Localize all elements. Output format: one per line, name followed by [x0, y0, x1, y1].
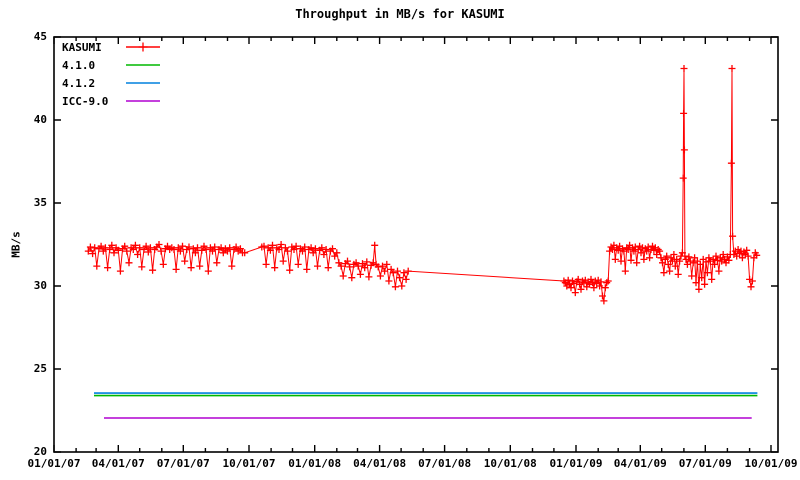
x-tick-label: 04/01/09: [613, 457, 667, 470]
legend-label: ICC-9.0: [62, 94, 109, 108]
legend: KASUMI 4.1.0 4.1.2 ICC-9.0: [62, 38, 162, 110]
y-tick-label: 30: [33, 279, 47, 292]
series-markers-kasumi: [84, 65, 761, 305]
x-tick-label: 07/01/07: [156, 457, 210, 470]
x-tick-label: 01/01/07: [27, 457, 81, 470]
y-tick-label: 35: [33, 196, 47, 209]
x-tick-label: 04/01/08: [353, 457, 407, 470]
chart-title: Throughput in MB/s for KASUMI: [295, 7, 505, 21]
legend-entry-4-1-2: 4.1.2: [62, 74, 162, 92]
x-tick-label: 10/01/09: [744, 457, 798, 470]
legend-entry-icc-9-0: ICC-9.0: [62, 92, 162, 110]
legend-line-sample: [126, 82, 160, 84]
series-line-kasumi: [87, 68, 758, 302]
plot-frame: [53, 36, 779, 453]
legend-line-sample: [126, 100, 160, 102]
x-tick-label: 10/01/08: [483, 457, 537, 470]
legend-line-sample: [126, 42, 160, 52]
y-tick-label: 25: [33, 362, 47, 375]
y-tick-label: 20: [33, 445, 47, 458]
x-tick-label: 01/01/09: [549, 457, 603, 470]
x-tick-label: 10/01/07: [222, 457, 276, 470]
x-tick-label: 01/01/08: [288, 457, 342, 470]
x-tick-label: 07/01/09: [678, 457, 732, 470]
y-tick-label: 45: [33, 30, 47, 43]
y-tick-label: 40: [33, 113, 47, 126]
legend-label: 4.1.0: [62, 58, 96, 72]
legend-label: 4.1.2: [62, 76, 96, 90]
x-tick-label: 04/01/07: [91, 457, 145, 470]
legend-entry-4-1-0: 4.1.0: [62, 56, 162, 74]
plus-marker-icon: [138, 42, 148, 52]
legend-line-sample: [126, 64, 160, 66]
x-tick-label: 07/01/08: [418, 457, 472, 470]
axis-ticks: [53, 36, 778, 453]
legend-label: KASUMI: [62, 40, 102, 54]
legend-entry-kasumi: KASUMI: [62, 38, 162, 56]
